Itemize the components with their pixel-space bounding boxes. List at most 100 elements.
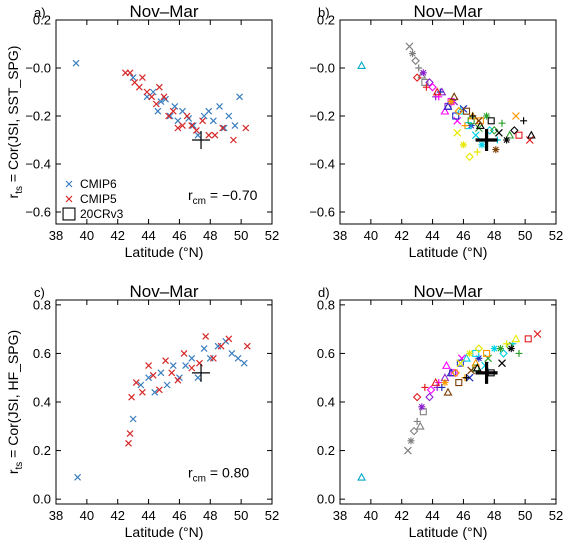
data-point xyxy=(449,92,459,101)
x-tick-label: 42 xyxy=(394,228,408,243)
data-point xyxy=(126,69,134,77)
data-point xyxy=(192,131,211,149)
x-tick-label: 42 xyxy=(394,508,408,523)
series-green xyxy=(467,112,515,139)
panel-label: d) xyxy=(318,285,330,300)
data-point xyxy=(453,128,462,137)
x-tick-label: 40 xyxy=(80,508,94,523)
data-point xyxy=(169,107,177,115)
y-tick-label: 0.4 xyxy=(317,395,335,410)
data-point xyxy=(462,107,471,115)
data-point xyxy=(475,120,485,129)
data-point xyxy=(496,345,504,353)
x-tick-label: 52 xyxy=(549,228,563,243)
series-outlier xyxy=(357,472,367,481)
y-tick-label: 0.2 xyxy=(33,443,51,458)
data-point xyxy=(511,112,520,120)
series-gray xyxy=(405,42,429,86)
data-point xyxy=(174,124,182,132)
data-point xyxy=(243,342,251,350)
data-point xyxy=(205,107,213,115)
data-point xyxy=(188,354,196,362)
data-point xyxy=(441,379,449,387)
data-point xyxy=(505,130,515,139)
x-tick-label: 50 xyxy=(234,508,248,523)
plot-frame xyxy=(339,299,557,505)
rcm-subscript: cm xyxy=(193,473,206,484)
data-point xyxy=(438,383,446,391)
legend-label: CMIP6 xyxy=(80,177,117,191)
data-point xyxy=(171,102,179,110)
data-point xyxy=(475,354,483,362)
data-point xyxy=(225,335,233,343)
data-point xyxy=(503,136,511,144)
data-point xyxy=(357,60,367,69)
y-tick-label: 0.0 xyxy=(33,492,51,507)
legend-label: CMIP5 xyxy=(80,192,117,206)
x-axis-label: Latitude (°N) xyxy=(125,244,204,260)
data-point xyxy=(188,364,196,372)
data-point xyxy=(432,87,442,96)
data-point xyxy=(483,112,491,120)
data-point xyxy=(180,350,188,357)
data-point xyxy=(234,354,242,362)
data-point xyxy=(200,345,208,352)
data-point xyxy=(440,106,450,115)
data-point xyxy=(405,42,414,51)
data-point xyxy=(168,369,176,377)
rcm-value: = 0.80 xyxy=(206,464,249,480)
data-point xyxy=(162,357,169,365)
y-tick-label: 0.2 xyxy=(317,13,335,28)
y-axis-label-subscript: ts xyxy=(14,186,25,194)
data-point xyxy=(148,93,156,101)
data-point xyxy=(426,385,436,395)
data-point xyxy=(503,340,511,348)
data-point xyxy=(409,426,419,436)
x-tick-label: 46 xyxy=(456,508,470,523)
x-tick-label: 40 xyxy=(364,508,378,523)
data-point xyxy=(155,386,163,394)
legend-marker xyxy=(62,207,76,221)
legend-marker xyxy=(65,195,73,203)
y-axis-label-subscript: ts xyxy=(14,462,25,470)
data-point xyxy=(456,359,465,368)
data-point xyxy=(192,126,200,134)
data-point xyxy=(421,383,429,391)
x-tick-label: 44 xyxy=(425,508,439,523)
x-tick-label: 40 xyxy=(80,228,94,243)
x-tick-label: 44 xyxy=(425,228,439,243)
series-obs xyxy=(475,361,498,384)
data-point xyxy=(145,362,152,369)
y-tick-label: 0.2 xyxy=(33,13,51,28)
y-axis-label-symbol: r xyxy=(5,469,21,474)
data-point xyxy=(467,117,475,125)
data-point xyxy=(216,102,223,110)
data-point xyxy=(418,403,426,411)
data-point xyxy=(412,392,422,402)
y-tick-label: −0.4 xyxy=(309,157,335,172)
x-tick-label: 46 xyxy=(456,228,470,243)
y-tick-label: 0.0 xyxy=(317,492,335,507)
data-point xyxy=(465,152,474,162)
data-point xyxy=(145,374,152,382)
y-axis-label-text: = Cor(JSI, SST_SPG) xyxy=(5,46,21,186)
data-point xyxy=(483,349,491,357)
data-point xyxy=(194,131,202,139)
x-tick-label: 52 xyxy=(265,228,279,243)
data-point xyxy=(454,106,464,116)
data-point xyxy=(466,349,474,357)
y-tick-label: −0.4 xyxy=(25,157,51,172)
rcm-symbol: r xyxy=(188,187,193,203)
data-point xyxy=(179,122,186,130)
y-tick-label: −0.2 xyxy=(309,109,335,124)
y-tick-label: 0.2 xyxy=(317,443,335,458)
data-point xyxy=(415,64,423,72)
data-point xyxy=(230,136,237,144)
data-point xyxy=(526,130,536,139)
data-point xyxy=(490,126,499,135)
data-point xyxy=(152,100,160,108)
data-point xyxy=(157,98,165,106)
data-point xyxy=(476,117,484,125)
series-gray xyxy=(403,408,427,455)
data-point xyxy=(199,117,206,125)
